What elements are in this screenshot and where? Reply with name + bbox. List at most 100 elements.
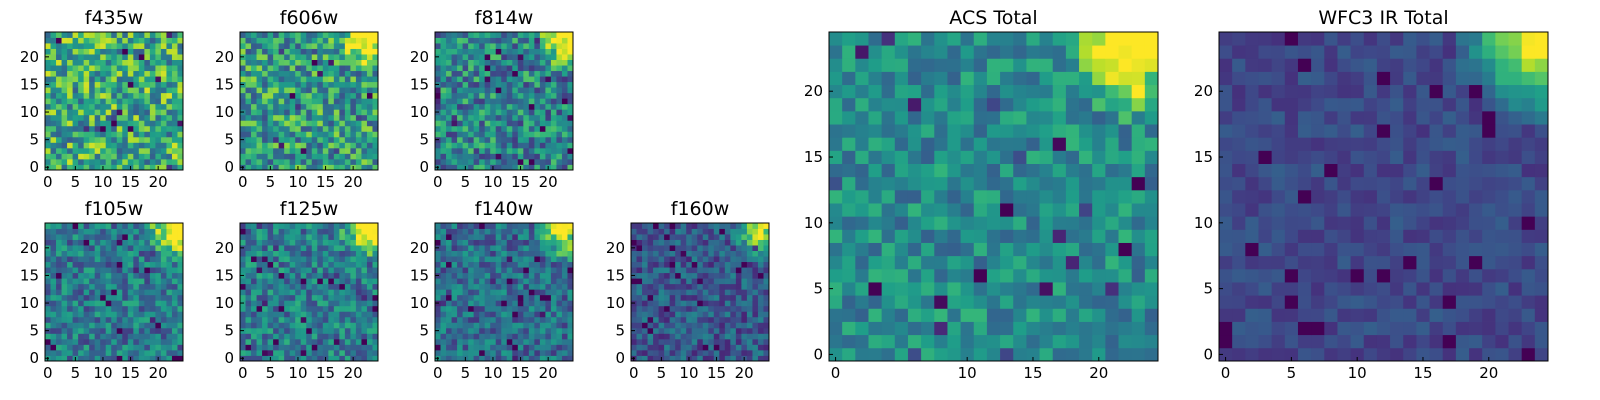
heatmap-cell (350, 103, 357, 110)
heatmap-cell (512, 239, 519, 246)
heatmap-cell (127, 114, 134, 121)
heatmap-cell (539, 147, 546, 154)
heatmap-cell (251, 54, 257, 60)
heatmap-cell (311, 272, 318, 279)
heatmap-cell (653, 267, 659, 274)
heatmap-cell (446, 338, 452, 345)
heatmap-cell (539, 239, 546, 246)
heatmap-cell (1013, 295, 1027, 309)
heatmap-cell (512, 103, 519, 110)
heatmap-cell (366, 76, 373, 83)
heatmap-cell (284, 272, 291, 279)
heatmap-cell (105, 300, 112, 307)
heatmap-cell (539, 48, 546, 55)
heatmap-cell (973, 150, 988, 164)
heatmap-cell (680, 316, 687, 323)
heatmap-cell (245, 158, 252, 165)
heatmap-cell (122, 81, 129, 88)
panel-title: f606w (280, 7, 339, 29)
heatmap-cell (350, 109, 357, 116)
heatmap-cell (631, 322, 637, 329)
heatmap-cell (556, 59, 563, 66)
heatmap-cell (763, 305, 770, 312)
heatmap-cell (907, 268, 922, 283)
heatmap-cell (868, 321, 883, 336)
heatmap-cell (1052, 268, 1067, 283)
heatmap-cell (355, 136, 362, 143)
heatmap-cell (72, 256, 79, 263)
heatmap-cell (1118, 163, 1133, 178)
heatmap-cell (72, 120, 79, 127)
heatmap-cell (631, 239, 637, 246)
heatmap-cell (741, 245, 748, 251)
heatmap-cell (550, 43, 557, 49)
heatmap-cell (473, 37, 480, 44)
heatmap-cell (344, 256, 351, 263)
heatmap-cell (669, 261, 676, 268)
heatmap-cell (122, 300, 129, 307)
heatmap-cell (446, 43, 452, 49)
heatmap-cell (177, 87, 184, 94)
heatmap-cell (479, 305, 486, 312)
heatmap-cell (741, 228, 748, 235)
heatmap-cell (251, 76, 257, 83)
heatmap-cell (155, 131, 162, 138)
heatmap-cell (100, 338, 107, 345)
heatmap-cell (262, 103, 268, 110)
y-tick-label: 0 (419, 158, 429, 176)
heatmap-cell (295, 234, 302, 240)
heatmap-cell (45, 87, 51, 94)
heatmap-cell (506, 37, 513, 44)
heatmap-cell (501, 98, 508, 105)
heatmap-cell (907, 334, 922, 349)
heatmap-cell (506, 158, 513, 165)
heatmap-cell (1131, 216, 1146, 230)
heatmap-cell (61, 70, 68, 77)
heatmap-cell (550, 267, 557, 274)
heatmap-cell (517, 43, 524, 49)
heatmap-cell (111, 250, 118, 257)
heatmap-cell (719, 344, 726, 351)
heatmap-cell (501, 239, 508, 246)
heatmap-cell (339, 272, 346, 279)
panel-title: f125w (280, 198, 339, 220)
heatmap-cell (457, 250, 463, 257)
heatmap-cell (273, 114, 280, 121)
heatmap-cell (1065, 321, 1080, 336)
heatmap-cell (317, 305, 324, 312)
heatmap-cell (160, 54, 167, 60)
heatmap-cell (100, 278, 107, 285)
heatmap-cell (534, 245, 541, 251)
heatmap-cell (366, 164, 373, 171)
heatmap-cell (155, 349, 162, 356)
heatmap-cell (67, 327, 73, 334)
heatmap-cell (273, 239, 280, 246)
heatmap-cell (457, 327, 463, 334)
heatmap-cell (1105, 347, 1119, 362)
heatmap-cell (752, 333, 759, 340)
heatmap-cell (446, 103, 452, 110)
y-tick-label: 20 (410, 239, 429, 257)
heatmap-cell (171, 54, 178, 60)
heatmap-cell (490, 239, 497, 246)
heatmap-cell (306, 158, 313, 165)
heatmap-cell (440, 142, 447, 149)
heatmap-cell (149, 54, 156, 60)
heatmap-cell (697, 311, 704, 318)
heatmap-cell (746, 223, 753, 229)
heatmap-cell (344, 234, 351, 240)
heatmap-cell (1118, 176, 1133, 191)
heatmap-cell (267, 278, 274, 285)
heatmap-cell (462, 239, 469, 246)
heatmap-cell (752, 322, 759, 329)
heatmap-cell (366, 311, 373, 318)
heatmap-cell (339, 54, 346, 60)
heatmap-cell (752, 261, 759, 268)
heatmap-cell (495, 322, 502, 329)
heatmap-cell (322, 131, 329, 138)
heatmap-cell (730, 267, 737, 274)
heatmap-cell (333, 153, 340, 160)
heatmap-cell (517, 223, 524, 229)
heatmap-cell (344, 125, 351, 132)
heatmap-cell (278, 250, 285, 257)
